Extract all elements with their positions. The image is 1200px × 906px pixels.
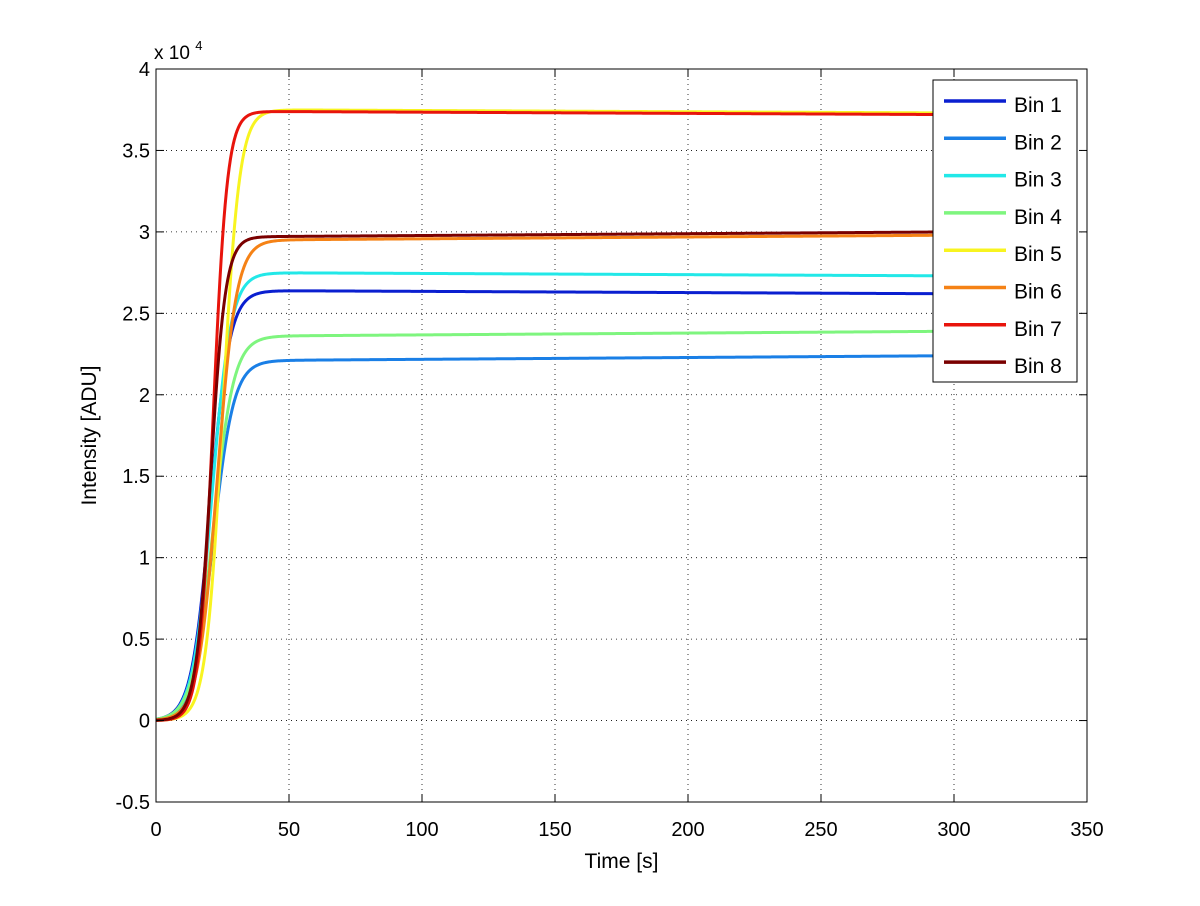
legend-label: Bin 2: [1014, 131, 1062, 154]
series-line-bin-8: [155, 230, 955, 722]
y-tick-label: 3.5: [122, 140, 150, 162]
y-tick-label: -0.5: [116, 792, 150, 814]
legend-label: Bin 5: [1014, 243, 1062, 266]
x-axis-label: Time [s]: [585, 850, 659, 873]
y-exponent-power: 4: [195, 38, 202, 53]
y-exponent-label: x 10 4: [154, 38, 202, 64]
series-line-bin-4: [155, 329, 955, 721]
y-tick-label: 2.5: [122, 303, 150, 325]
series-line-bin-6: [155, 233, 955, 722]
series-line-bin-1: [155, 289, 955, 721]
x-tick-label: 100: [405, 819, 438, 841]
y-tick-label: 0: [139, 711, 150, 733]
series-lines: [155, 108, 955, 722]
y-tick-label: 3: [139, 222, 150, 244]
legend-box: [932, 79, 1078, 383]
y-tick-label: 2: [139, 385, 150, 407]
y-tick-label: 0.5: [122, 629, 150, 651]
x-tick-label: 300: [937, 819, 970, 841]
legend-label: Bin 8: [1014, 355, 1062, 378]
x-tick-label: 50: [278, 819, 300, 841]
series-line-bin-3: [155, 271, 955, 721]
y-tick-label: 1.5: [122, 466, 150, 488]
x-tick-label: 200: [671, 819, 704, 841]
x-tick-label: 150: [538, 819, 571, 841]
plot-frame: [155, 68, 1088, 803]
legend-label: Bin 1: [1014, 94, 1062, 117]
legend-label: Bin 6: [1014, 281, 1062, 304]
axis-labels: Time [s] Intensity [ADU] x 10 4: [78, 38, 658, 873]
y-tick-label: 4: [139, 59, 150, 81]
x-tick-label: 250: [804, 819, 837, 841]
series-line-bin-2: [155, 354, 955, 721]
y-tick-label: 1: [139, 548, 150, 570]
x-tick-label: 0: [150, 819, 161, 841]
legend-label: Bin 3: [1014, 169, 1062, 192]
legend-label: Bin 4: [1014, 206, 1062, 229]
x-tick-label: 350: [1070, 819, 1103, 841]
grid: [156, 69, 1087, 802]
series-line-bin-7: [155, 110, 955, 722]
y-axis-label: Intensity [ADU]: [78, 365, 101, 505]
y-exponent-base: x 10: [154, 43, 190, 64]
axis-ticks: 0 50 100 150 200 250 300 350-0.500.511.522.533.…: [116, 59, 1104, 841]
legend: Bin 1 Bin 2 Bin 3 Bin 4 Bin 5 Bin 6 Bin 7 Bin 8: [932, 79, 1078, 383]
legend-label: Bin 7: [1014, 318, 1062, 341]
